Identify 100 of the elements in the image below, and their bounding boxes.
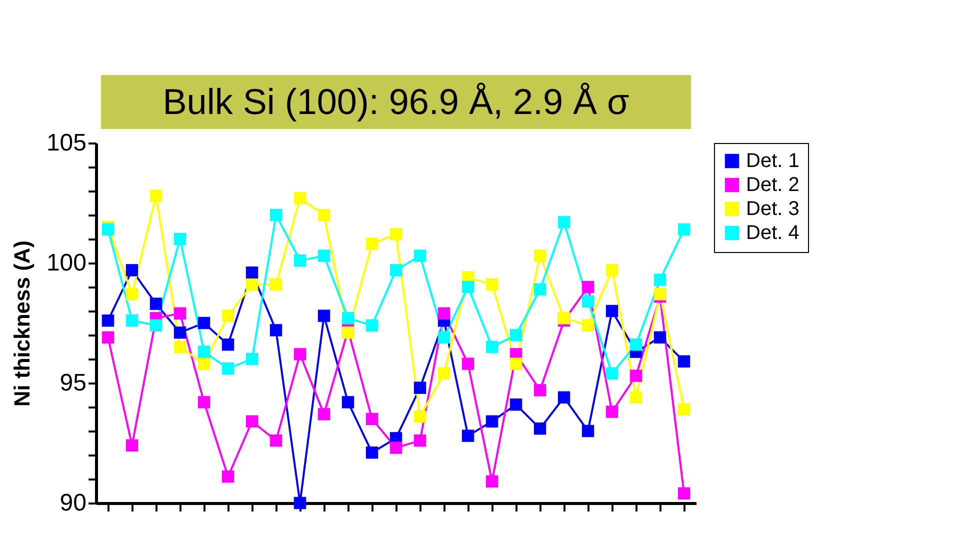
point bbox=[414, 250, 426, 262]
point bbox=[654, 274, 666, 286]
point bbox=[630, 370, 642, 382]
point bbox=[366, 412, 378, 426]
point bbox=[198, 316, 210, 330]
point bbox=[342, 312, 354, 324]
point bbox=[534, 250, 546, 262]
point bbox=[150, 319, 162, 332]
legend-label: Det. 3 bbox=[746, 198, 800, 220]
point bbox=[534, 283, 546, 296]
point bbox=[558, 312, 570, 324]
point bbox=[294, 192, 306, 204]
point bbox=[318, 208, 330, 222]
point bbox=[414, 382, 426, 394]
point bbox=[486, 415, 498, 428]
point bbox=[486, 475, 498, 488]
point bbox=[582, 319, 594, 332]
point bbox=[606, 304, 618, 318]
point bbox=[630, 338, 642, 351]
y-tick-label: 90 bbox=[60, 490, 86, 516]
point bbox=[438, 367, 450, 380]
point bbox=[318, 250, 330, 262]
point bbox=[606, 406, 618, 418]
point bbox=[150, 190, 162, 202]
legend-label: Det. 1 bbox=[746, 150, 800, 172]
point bbox=[510, 328, 522, 342]
point bbox=[558, 216, 570, 228]
point bbox=[198, 396, 210, 408]
point bbox=[294, 254, 306, 267]
legend-label: Det. 4 bbox=[746, 222, 800, 244]
point bbox=[342, 326, 354, 339]
point bbox=[318, 310, 330, 322]
text: Bulk Si (100): 96.9 Å, 2.9 Å σ bbox=[162, 81, 630, 122]
point bbox=[486, 278, 498, 291]
point bbox=[318, 408, 330, 420]
point bbox=[126, 439, 138, 452]
point bbox=[102, 314, 114, 327]
point bbox=[414, 434, 426, 447]
point bbox=[174, 232, 186, 246]
point bbox=[366, 319, 378, 332]
point bbox=[582, 295, 594, 308]
point bbox=[462, 430, 474, 442]
point bbox=[438, 331, 450, 344]
point bbox=[606, 264, 618, 276]
point bbox=[222, 338, 234, 351]
point bbox=[198, 346, 210, 358]
point bbox=[678, 355, 690, 368]
point bbox=[102, 331, 114, 344]
point bbox=[294, 496, 306, 510]
point bbox=[174, 307, 186, 320]
point bbox=[558, 391, 570, 404]
point bbox=[678, 223, 690, 236]
point bbox=[174, 326, 186, 339]
point bbox=[654, 288, 666, 300]
point bbox=[654, 331, 666, 344]
point bbox=[174, 340, 186, 354]
point bbox=[198, 358, 210, 370]
point bbox=[222, 362, 234, 375]
point bbox=[342, 396, 354, 408]
point bbox=[294, 348, 306, 360]
y-axis-title: Ni thickness (A) bbox=[9, 240, 34, 407]
point bbox=[390, 442, 402, 454]
point bbox=[366, 238, 378, 250]
point bbox=[534, 384, 546, 396]
point bbox=[270, 278, 282, 291]
point bbox=[222, 470, 234, 483]
point bbox=[582, 280, 594, 294]
point bbox=[270, 434, 282, 447]
point bbox=[246, 352, 258, 366]
y-tick-label: 100 bbox=[46, 250, 86, 276]
point bbox=[462, 358, 474, 370]
point bbox=[270, 324, 282, 336]
legend-label: Det. 2 bbox=[746, 174, 800, 196]
point bbox=[414, 410, 426, 423]
point bbox=[150, 298, 162, 310]
point bbox=[462, 280, 474, 294]
point bbox=[438, 307, 450, 320]
point bbox=[246, 266, 258, 279]
point bbox=[486, 340, 498, 354]
point bbox=[510, 398, 522, 411]
point bbox=[126, 314, 138, 327]
point bbox=[534, 422, 546, 435]
point bbox=[678, 487, 690, 500]
point bbox=[582, 424, 594, 438]
point bbox=[222, 310, 234, 322]
point bbox=[510, 358, 522, 370]
point bbox=[630, 391, 642, 404]
point bbox=[126, 264, 138, 276]
y-tick-label: 95 bbox=[60, 370, 86, 396]
point bbox=[606, 367, 618, 380]
point bbox=[102, 223, 114, 236]
point bbox=[390, 228, 402, 240]
point bbox=[126, 288, 138, 300]
point bbox=[390, 264, 402, 276]
point bbox=[246, 278, 258, 291]
y-tick-label: 105 bbox=[46, 130, 86, 156]
point bbox=[678, 403, 690, 416]
point bbox=[270, 208, 282, 222]
point bbox=[246, 415, 258, 428]
point bbox=[366, 446, 378, 459]
